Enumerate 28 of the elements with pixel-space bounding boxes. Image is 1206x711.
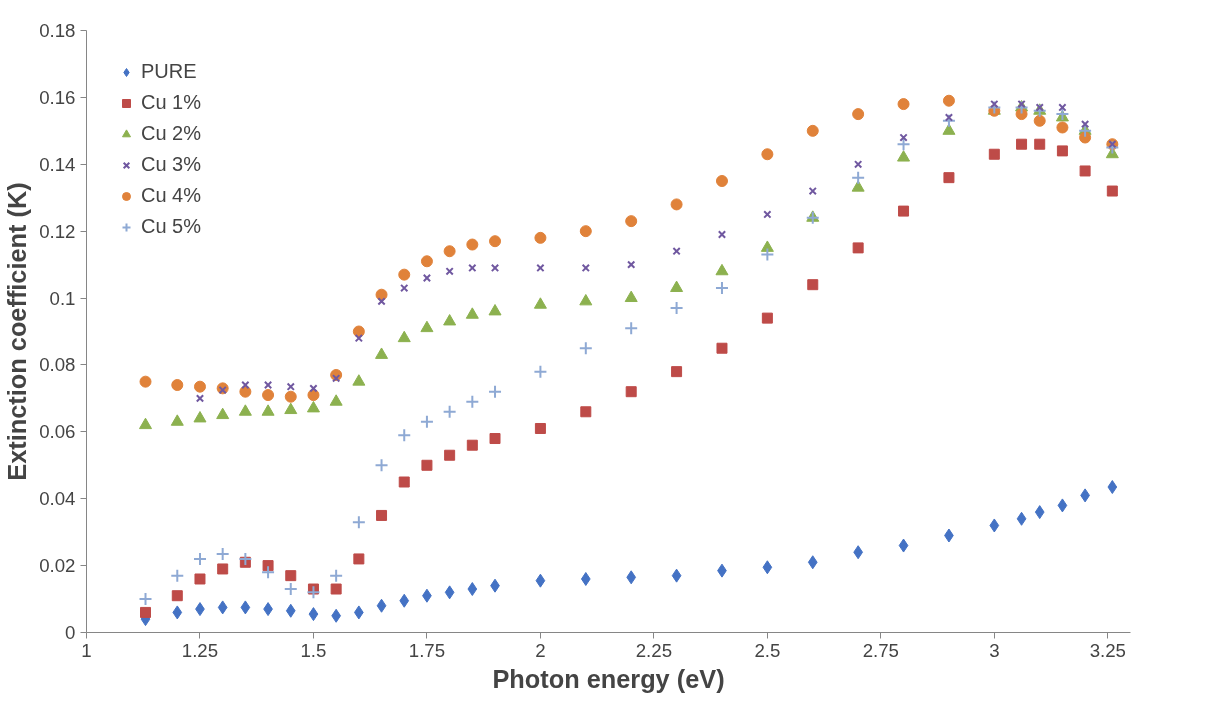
x-tick-label: 3 xyxy=(989,639,1000,661)
y-tick-label: 0 xyxy=(65,622,76,643)
y-tick-label: 0.08 xyxy=(39,354,76,376)
y-tick-label: 0.18 xyxy=(39,20,76,41)
x-tick-label: 1 xyxy=(81,639,92,661)
legend-label: Cu 3% xyxy=(141,153,202,176)
x-tick-label: 1.25 xyxy=(181,639,219,661)
y-tick-label: 0.12 xyxy=(39,220,76,242)
x-tick-label: 2 xyxy=(535,639,546,661)
x-tick-label: 1.75 xyxy=(408,639,446,661)
y-tick-label: 0.16 xyxy=(39,86,76,108)
x-tick-label: 1.5 xyxy=(300,639,327,661)
y-tick-label: 0.02 xyxy=(39,555,76,577)
legend-label: Cu 1% xyxy=(141,91,202,114)
x-axis-title: Photon energy (eV) xyxy=(492,664,725,693)
x-tick-label: 3.25 xyxy=(1089,639,1126,661)
x-tick-label: 2.25 xyxy=(635,639,673,661)
legend-label: Cu 2% xyxy=(141,122,202,145)
legend-label: Cu 4% xyxy=(141,184,202,207)
x-tick-label: 2.5 xyxy=(754,639,781,661)
legend-label: Cu 5% xyxy=(141,215,202,238)
y-tick-label: 0.04 xyxy=(39,488,76,510)
y-tick-label: 0.1 xyxy=(49,287,76,309)
y-tick-label: 0.14 xyxy=(39,153,76,175)
legend-label: PURE xyxy=(141,60,197,83)
y-axis-title: Extinction coefficient (K) xyxy=(3,182,32,481)
y-tick-label: 0.06 xyxy=(39,421,76,443)
x-tick-label: 2.75 xyxy=(862,639,900,661)
